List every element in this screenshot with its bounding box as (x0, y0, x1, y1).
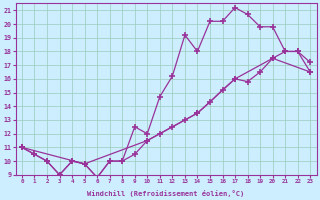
X-axis label: Windchill (Refroidissement éolien,°C): Windchill (Refroidissement éolien,°C) (87, 190, 245, 197)
